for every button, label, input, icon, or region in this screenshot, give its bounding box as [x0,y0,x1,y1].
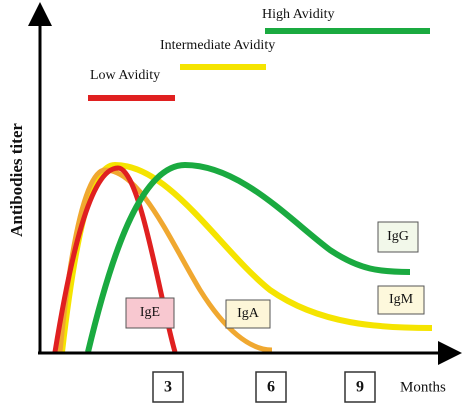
x-tick-label: 6 [267,379,275,396]
tick-box [344,371,376,403]
tick-box [152,371,184,403]
y-axis-title: Antibodies titer [7,123,26,237]
igg-box [377,221,419,253]
x-axis-title: Months [400,379,446,395]
ige-box [125,297,175,329]
igm-box [377,285,425,315]
igm-label: IgM [389,292,414,307]
iga-box [225,299,271,329]
igg-curve [85,161,411,353]
x-tick-label: 3 [164,379,172,396]
igg-label: IgG [387,229,409,244]
tick-box [255,371,287,403]
low-avidity-label: Low Avidity [90,68,160,83]
x-tick-label: 9 [356,379,364,396]
iga-label: IgA [237,306,260,321]
ige-curve [52,165,178,353]
intermediate-avidity-label: Intermediate Avidity [160,38,275,53]
high-avidity-label: High Avidity [262,7,334,22]
ige-label: IgE [140,305,160,320]
